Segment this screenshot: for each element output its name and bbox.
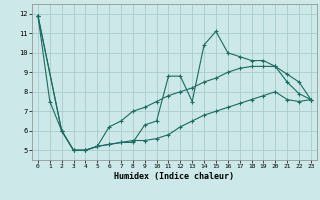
X-axis label: Humidex (Indice chaleur): Humidex (Indice chaleur)	[115, 172, 234, 181]
